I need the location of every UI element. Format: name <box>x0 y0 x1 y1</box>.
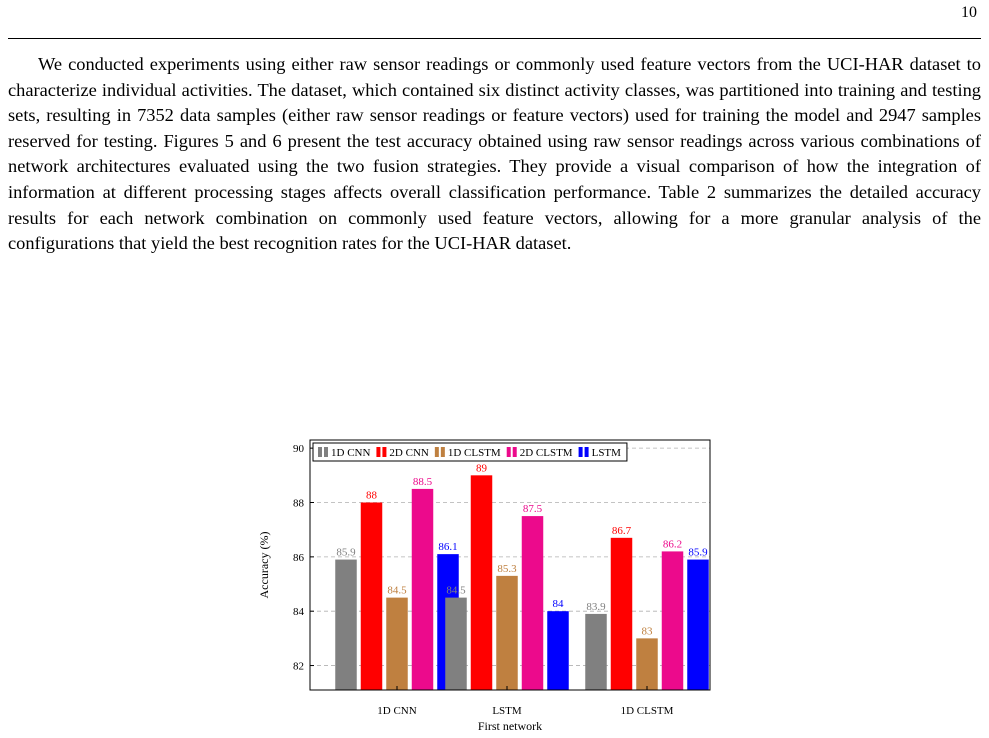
header-rule <box>8 38 981 39</box>
legend: 1D CNN 2D CNN 1D CLSTM 2D CLSTM LSTM <box>312 442 628 462</box>
bar <box>496 575 518 690</box>
bar <box>411 488 434 690</box>
legend-swatch <box>324 447 328 457</box>
data-label: 88.5 <box>413 476 433 488</box>
data-label: 85.3 <box>497 563 517 575</box>
axes: 82 84 86 88 90 1D CNN LSTM 1D CLSTM <box>293 443 674 717</box>
legend-swatch <box>382 447 387 457</box>
bar <box>687 559 709 690</box>
legend-box <box>312 442 628 462</box>
legend-swatch <box>434 447 439 457</box>
legend-swatch <box>318 447 322 457</box>
y-tick-label: 84 <box>293 606 305 618</box>
x-axis-title: First network <box>478 719 542 733</box>
legend-swatch <box>440 447 445 457</box>
y-tick-label: 90 <box>293 443 305 455</box>
legend-entry: 1D CLSTM <box>448 447 501 459</box>
data-label: 88 <box>366 490 378 502</box>
bar <box>610 537 633 690</box>
x-tick-label: LSTM <box>492 705 522 717</box>
bar <box>360 502 383 690</box>
x-tick-label: 1D CLSTM <box>621 705 674 717</box>
data-label: 86.2 <box>663 538 682 550</box>
bar-chart: 85.9 88 84.5 88.5 86.1 84.5 89 85.3 87.5 84 83.9 86… <box>257 439 711 733</box>
legend-entry: 2D CLSTM <box>520 447 573 459</box>
y-tick-label: 88 <box>293 498 305 510</box>
data-label: 85.9 <box>688 547 708 559</box>
legend-swatch <box>506 447 511 457</box>
data-label: 83.9 <box>586 601 606 613</box>
bar <box>386 597 408 690</box>
plot-frame <box>309 439 711 691</box>
data-label: 89 <box>476 462 488 474</box>
bar <box>585 613 607 690</box>
body-paragraph: We conducted experiments using either ra… <box>8 54 981 254</box>
bar <box>547 611 569 690</box>
y-tick-label: 82 <box>293 661 304 673</box>
bar <box>636 638 658 690</box>
y-axis-title: Accuracy (%) <box>257 532 271 599</box>
bar <box>521 516 544 690</box>
data-labels: 85.9 88 84.5 88.5 86.1 84.5 89 85.3 87.5 84 83.9 86… <box>336 462 708 637</box>
bar <box>445 597 467 690</box>
bar <box>470 475 493 690</box>
data-label: 86.1 <box>438 541 457 553</box>
legend-entry: LSTM <box>592 447 622 459</box>
legend-swatch <box>512 447 517 457</box>
legend-entry: 2D CNN <box>389 447 428 459</box>
legend-swatch <box>584 447 589 457</box>
page-number: 10 <box>961 4 977 21</box>
x-tick-label: 1D CNN <box>377 705 416 717</box>
legend-entry: 1D CNN <box>331 447 370 459</box>
y-tick-label: 86 <box>293 552 305 564</box>
data-label: 83 <box>642 625 654 637</box>
data-label: 87.5 <box>523 503 543 515</box>
legend-swatch <box>578 447 583 457</box>
data-label: 84 <box>553 598 565 610</box>
bars <box>335 475 709 690</box>
data-label: 86.7 <box>612 525 632 537</box>
data-label: 84.5 <box>446 585 466 597</box>
legend-swatch <box>376 447 381 457</box>
data-label: 84.5 <box>387 585 407 597</box>
data-label: 85.9 <box>336 547 356 559</box>
bar-chart-figure: 85.9 88 84.5 88.5 86.1 84.5 89 85.3 87.5 84 83.9 86… <box>0 430 989 738</box>
bar <box>661 551 684 690</box>
bar <box>335 559 357 690</box>
